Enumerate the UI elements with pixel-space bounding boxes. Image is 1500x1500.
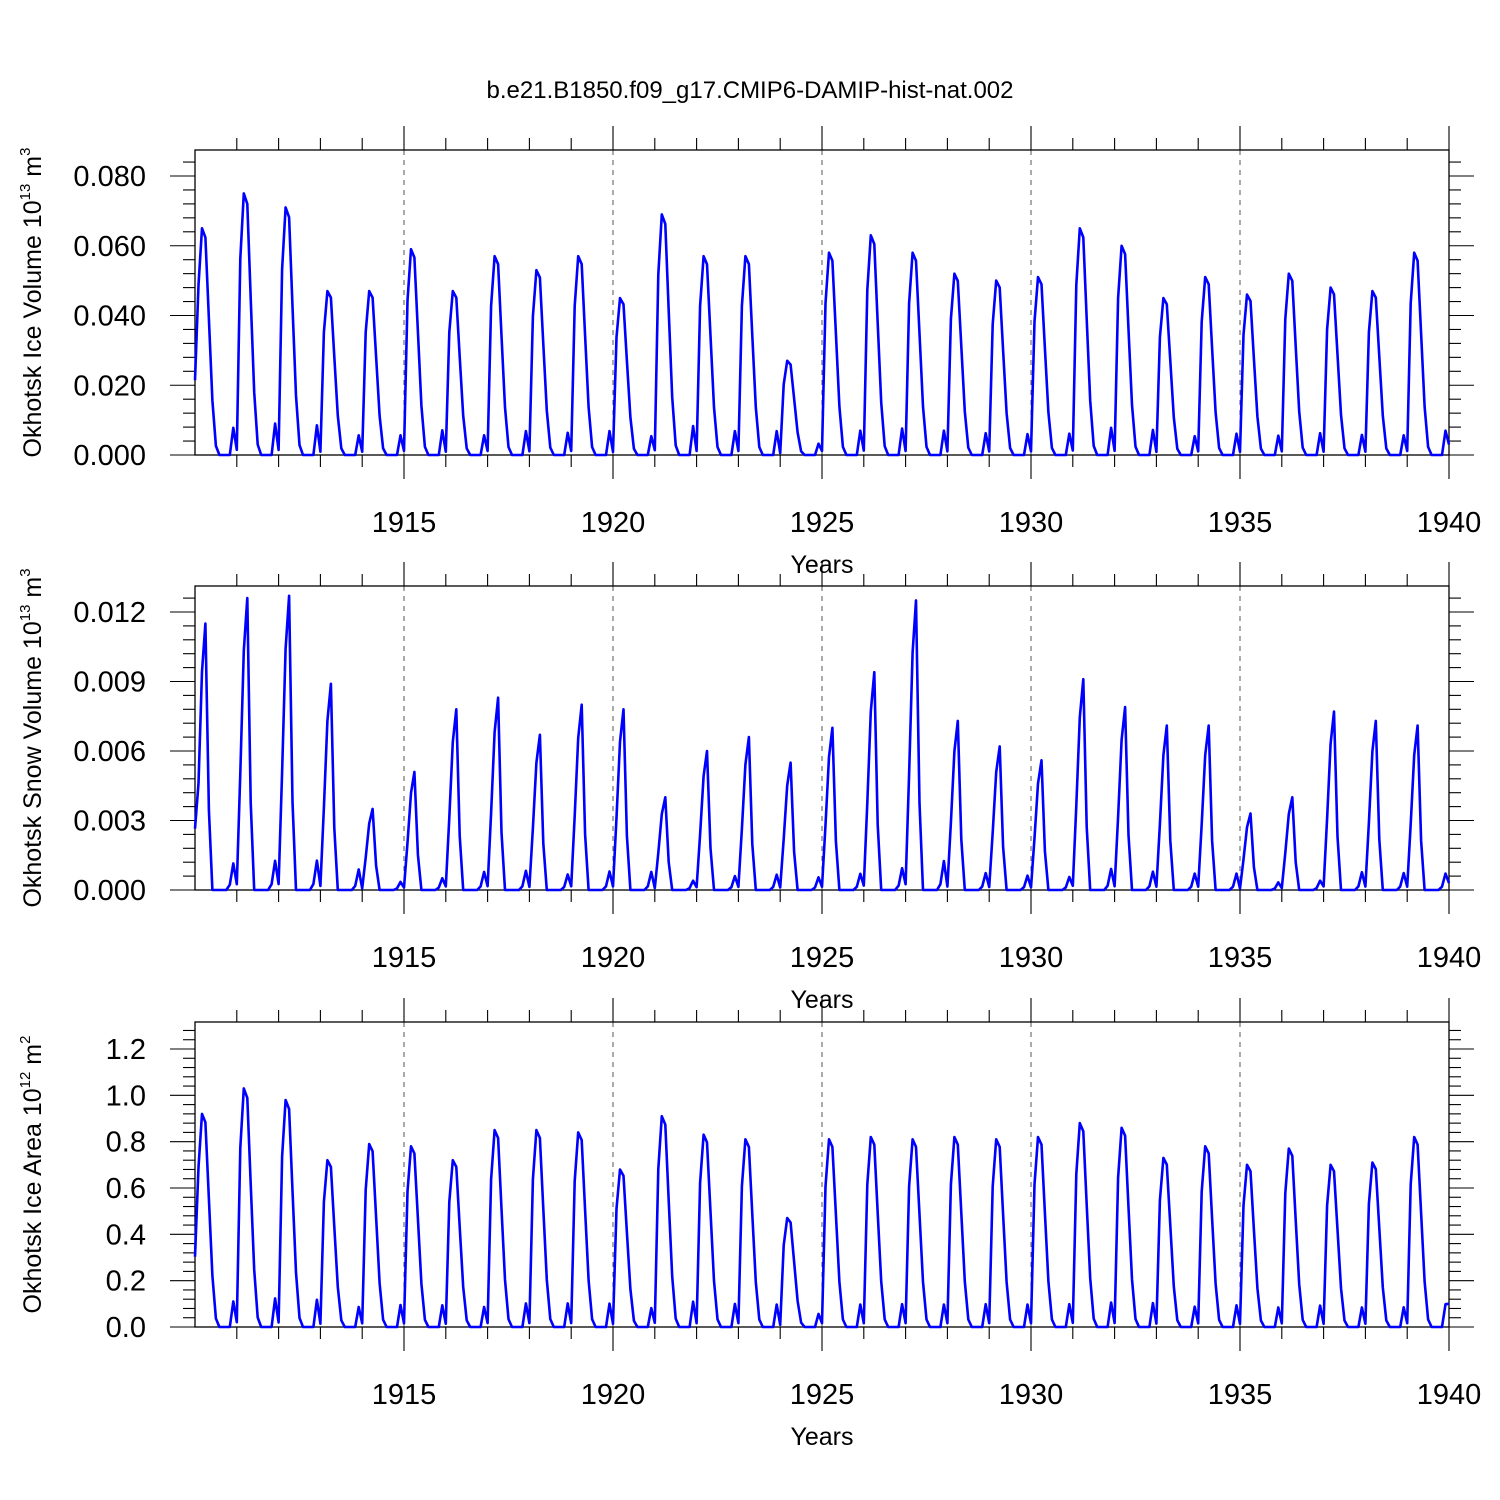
figure-title: b.e21.B1850.f09_g17.CMIP6-DAMIP-hist-nat…: [487, 77, 1014, 104]
y-tick-label: 0.080: [73, 161, 146, 193]
y-tick-label: 0.060: [73, 231, 146, 263]
y-tick-label: 0.6: [106, 1173, 146, 1205]
y-tick-label: 0.000: [73, 875, 146, 907]
y-tick-label: 0.009: [73, 667, 146, 699]
ice-area-panel: 1915 1920 1925 1930 1935 1940 0.0 0.2 0.4 0.6 0.8 1…: [17, 998, 1481, 1451]
x-tick-label: 1930: [999, 507, 1064, 539]
y-tick-label: 0.0: [106, 1312, 146, 1344]
x-tick-label: 1930: [999, 1379, 1064, 1411]
y-tick-label: 0.4: [106, 1219, 146, 1251]
snow-volume-series-line: [193, 594, 1451, 892]
x-axis-label: Years: [790, 1423, 853, 1451]
x-tick-label: 1925: [790, 507, 855, 539]
x-tick-label: 1915: [372, 942, 437, 974]
x-tick-label: 1920: [581, 1379, 646, 1411]
y-tick-label: 0.8: [106, 1127, 146, 1159]
x-tick-label: 1920: [581, 942, 646, 974]
y-tick-label: 1.0: [106, 1080, 146, 1112]
x-tick-label: 1930: [999, 942, 1064, 974]
x-tick-label: 1935: [1208, 942, 1273, 974]
x-tick-label: 1920: [581, 507, 646, 539]
snow-volume-panel: 1915 1920 1925 1930 1935 1940 0.000 0.003 0.006 0…: [17, 562, 1481, 1014]
x-tick-label: 1915: [372, 507, 437, 539]
y-tick-label: 0.2: [106, 1266, 146, 1298]
x-tick-label: 1940: [1417, 942, 1482, 974]
x-tick-label: 1940: [1417, 1379, 1482, 1411]
x-tick-label: 1935: [1208, 1379, 1273, 1411]
x-tick-label: 1935: [1208, 507, 1273, 539]
x-tick-label: 1940: [1417, 507, 1482, 539]
x-tick-label: 1915: [372, 1379, 437, 1411]
x-tick-label: 1925: [790, 942, 855, 974]
y-tick-label: 0.003: [73, 806, 146, 838]
y-tick-label: 0.012: [73, 597, 146, 629]
y-tick-label: 0.040: [73, 301, 146, 333]
ice-volume-series-line: [193, 192, 1451, 457]
x-tick-label: 1925: [790, 1379, 855, 1411]
y-tick-label: 0.000: [73, 440, 146, 472]
y-axis-label: Okhotsk Ice Area 1012 m2: [17, 1036, 47, 1314]
ice-volume-panel: 1915 1920 1925 1930 1935 1940 0.000 0.020 0.040 0…: [17, 126, 1481, 579]
y-tick-label: 1.2: [106, 1034, 146, 1066]
y-axis-label: Okhotsk Snow Volume 1013 m3: [17, 568, 47, 907]
y-tick-label: 0.020: [73, 370, 146, 402]
ice-area-series-line: [193, 1087, 1450, 1329]
y-tick-label: 0.006: [73, 736, 146, 768]
y-axis-label: Okhotsk Ice Volume 1013 m3: [17, 148, 47, 458]
